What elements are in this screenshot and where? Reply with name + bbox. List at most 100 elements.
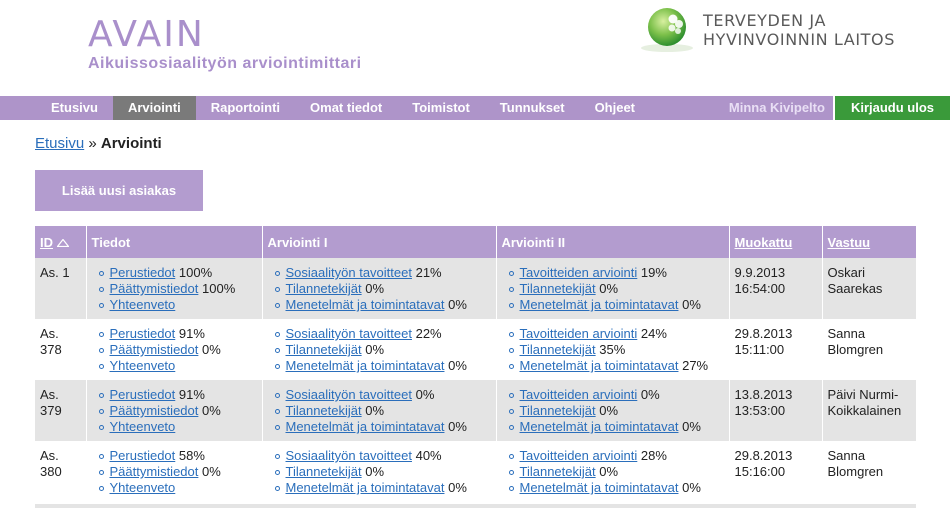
breadcrumb-home-link[interactable]: Etusivu [35,135,85,152]
nav-etusivu[interactable]: Etusivu [51,100,98,115]
app-subtitle: Aikuissosiaalityön arviointimittari [88,55,362,72]
cell-arviointi1: Sosiaalityön tavoitteet 22% Tilannetekijä… [262,319,497,380]
section-link[interactable]: Päättymistiedot [109,403,199,418]
table-row: As. 378 Perustiedot 91% Päättymistiedot 0% Y… [35,319,916,380]
list-item: Päättymistiedot 0% [92,342,257,358]
cell-arviointi2: Tavoitteiden arviointi 28% Tilannetekijät… [496,441,730,502]
cell-vastuu: Sanna Blomgren [822,319,916,380]
section-link[interactable]: Sosiaalityön tavoitteet [285,448,412,463]
cell-tiedot: Perustiedot 58% Päättymistiedot 0% Yhteenv… [86,441,263,502]
header-arviointi2: Arviointi II [496,226,730,258]
responsible-line2: Koikkalainen [827,403,902,418]
section-link[interactable]: Päättymistiedot [109,342,199,357]
cell-muokattu: 13.8.2013 13:53:00 [729,380,823,441]
section-progress: 0% [365,281,385,296]
section-link[interactable]: Tavoitteiden arviointi [519,448,638,463]
section-link[interactable]: Tilannetekijät [285,464,362,479]
nav-raportointi[interactable]: Raportointi [210,100,281,115]
logout-button[interactable]: Kirjaudu ulos [832,96,950,120]
section-link[interactable]: Menetelmät ja toimintatavat [285,358,445,373]
section-link[interactable]: Yhteenveto [109,419,176,434]
client-id-line1: As. [40,448,59,463]
list-item: Päättymistiedot 0% [92,403,257,419]
section-link[interactable]: Sosiaalityön tavoitteet [285,265,412,280]
header-muokattu-label[interactable]: Muokattu [734,234,793,250]
arviointi2-list: Tavoitteiden arviointi 19% Tilannetekijät… [502,265,724,313]
section-link[interactable]: Yhteenveto [109,480,176,495]
section-link[interactable]: Perustiedot [109,387,176,402]
section-progress: 0% [448,358,467,373]
section-link[interactable]: Tavoitteiden arviointi [519,387,638,402]
responsible-line2: Saarekas [827,281,883,296]
current-user: Minna Kivipelto [728,100,825,115]
modified-date: 13.8.2013 [734,387,793,402]
nav-toimistot[interactable]: Toimistot [412,100,470,115]
section-link[interactable]: Tilannetekijät [519,403,596,418]
list-item: Menetelmät ja toimintatavat 0% [502,419,724,435]
section-progress: 35% [599,342,626,357]
section-link[interactable]: Sosiaalityön tavoitteet [285,326,412,341]
section-link[interactable]: Menetelmät ja toimintatavat [285,480,445,495]
list-item: Tavoitteiden arviointi 24% [502,326,724,342]
header-id-label[interactable]: ID [40,234,53,250]
list-item: Menetelmät ja toimintatavat 0% [502,297,724,313]
section-link[interactable]: Yhteenveto [109,297,176,312]
list-item: Menetelmät ja toimintatavat 0% [268,480,491,496]
section-progress: 100% [202,281,236,296]
section-progress: 0% [202,342,221,357]
table-body: As. 1 Perustiedot 100% Päättymistiedot 100… [35,258,916,502]
section-progress: 22% [415,326,442,341]
header-id[interactable]: ID [35,226,87,258]
section-link[interactable]: Tilannetekijät [519,464,596,479]
section-link[interactable]: Päättymistiedot [109,281,199,296]
section-link[interactable]: Sosiaalityön tavoitteet [285,387,412,402]
header-muokattu[interactable]: Muokattu [729,226,823,258]
section-link[interactable]: Tavoitteiden arviointi [519,326,638,341]
thl-logo[interactable]: TERVEYDEN JA HYVINVOINNIN LAITOS [637,6,907,54]
section-link[interactable]: Tilannetekijät [285,281,362,296]
nav-arviointi[interactable]: Arviointi [112,96,196,120]
cell-arviointi1: Sosiaalityön tavoitteet 21% Tilannetekijä… [262,258,497,319]
section-progress: 0% [365,403,385,418]
section-link[interactable]: Yhteenveto [109,358,176,373]
section-link[interactable]: Menetelmät ja toimintatavat [285,297,445,312]
list-item: Menetelmät ja toimintatavat 0% [268,358,491,374]
nav-tunnukset[interactable]: Tunnukset [499,100,565,115]
section-link[interactable]: Tilannetekijät [285,403,362,418]
cell-vastuu: Sanna Blomgren [822,441,916,502]
header-vastuu[interactable]: Vastuu [822,226,916,258]
section-link[interactable]: Päättymistiedot [109,464,199,479]
nav-ohjeet[interactable]: Ohjeet [594,100,636,115]
section-link[interactable]: Menetelmät ja toimintatavat [285,419,445,434]
section-progress: 0% [682,297,701,312]
client-id-line2: 378 [40,342,62,357]
add-client-button[interactable]: Lisää uusi asiakas [35,170,203,211]
section-link[interactable]: Menetelmät ja toimintatavat [519,297,679,312]
list-item: Tilannetekijät 0% [268,342,491,358]
responsible-line1: Päivi Nurmi- [827,387,899,402]
list-item: Tavoitteiden arviointi 19% [502,265,724,281]
arviointi1-list: Sosiaalityön tavoitteet 0% Tilannetekijät… [268,387,491,435]
list-item: Yhteenveto [92,297,257,313]
header: AVAIN Aikuissosiaalityön arviointimittar… [0,0,950,96]
responsible-line1: Sanna [827,326,866,341]
cell-id: As. 380 [35,441,87,502]
section-link[interactable]: Tilannetekijät [519,342,596,357]
section-link[interactable]: Menetelmät ja toimintatavat [519,480,679,495]
header-vastuu-label[interactable]: Vastuu [827,234,871,250]
section-link[interactable]: Tilannetekijät [285,342,362,357]
sort-up-triangle-icon[interactable] [57,239,69,248]
client-id-line2: 380 [40,464,62,479]
section-link[interactable]: Perustiedot [109,265,176,280]
logo-text: TERVEYDEN JA HYVINVOINNIN LAITOS [703,11,895,49]
section-link[interactable]: Tilannetekijät [519,281,596,296]
arviointi2-list: Tavoitteiden arviointi 0% Tilannetekijät … [502,387,724,435]
nav-omat-tiedot[interactable]: Omat tiedot [310,100,383,115]
section-link[interactable]: Perustiedot [109,326,176,341]
section-link[interactable]: Perustiedot [109,448,176,463]
section-link[interactable]: Tavoitteiden arviointi [519,265,638,280]
list-item: Perustiedot 91% [92,326,257,342]
section-link[interactable]: Menetelmät ja toimintatavat [519,358,679,373]
section-link[interactable]: Menetelmät ja toimintatavat [519,419,679,434]
section-progress: 0% [365,342,385,357]
